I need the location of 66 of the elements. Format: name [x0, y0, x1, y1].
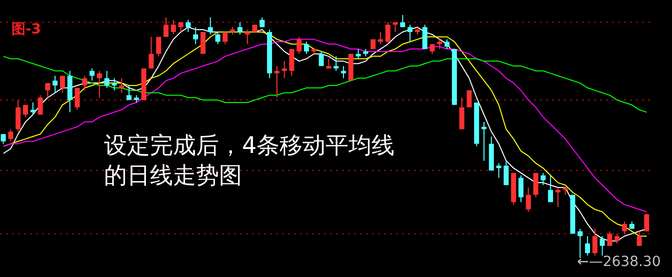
candlestick [23, 104, 28, 118]
candlestick [318, 50, 324, 67]
candlestick [600, 236, 605, 256]
candlestick [244, 29, 250, 45]
candlestick [400, 14, 406, 28]
candlestick [126, 84, 132, 101]
annotation: ←—2638.30 [577, 254, 661, 270]
candlestick [518, 174, 524, 203]
candlestick [60, 75, 65, 94]
candlestick [74, 87, 80, 110]
candlestick [437, 38, 442, 50]
candlestick [215, 32, 220, 45]
candlestick [82, 75, 88, 91]
candlestick [208, 16, 213, 35]
candlestick [156, 36, 162, 57]
candlestick [237, 22, 242, 35]
candlestick [148, 36, 154, 69]
candlestick [193, 26, 198, 45]
candlestick [385, 22, 390, 45]
candlestick [540, 172, 546, 186]
candlestick [170, 19, 176, 35]
candlestick [119, 78, 124, 94]
candlestick [548, 174, 554, 203]
candlestick [444, 38, 450, 50]
candlestick [282, 60, 287, 79]
candlestick [496, 162, 502, 178]
candlestick [334, 56, 339, 72]
candlestick [96, 70, 102, 98]
candlestick [45, 82, 50, 98]
candlestick [52, 75, 58, 94]
candlestick [340, 66, 346, 79]
candlestick [526, 187, 531, 212]
candlestick [459, 97, 464, 130]
candlestick [644, 214, 650, 232]
candlestick [222, 32, 228, 45]
candlestick [90, 68, 95, 82]
candlestick [296, 36, 302, 54]
candlestick [8, 128, 14, 142]
text: 图-3 [12, 22, 42, 38]
candlestick [289, 48, 294, 76]
candlestick [304, 41, 310, 54]
candlestick [504, 160, 509, 186]
candlestick [164, 16, 169, 38]
candlestick [636, 230, 642, 246]
candlestick [430, 44, 435, 54]
candlestick [0, 134, 6, 144]
candlestick [622, 221, 627, 234]
candlestick [104, 70, 110, 88]
candlestick [356, 48, 361, 60]
candlestick [38, 94, 43, 116]
candlestick [555, 187, 560, 208]
candlestick [186, 19, 191, 33]
candlestick [585, 236, 590, 256]
candlestick [326, 58, 332, 69]
candlestick [112, 78, 117, 91]
candlestick [592, 228, 598, 256]
candlestick [466, 90, 472, 108]
candlestick [607, 230, 612, 246]
candlestick [408, 24, 413, 42]
candlestick [533, 172, 538, 198]
candlestick [614, 233, 620, 244]
annotation: 设定完成后，4条移动平均线 [104, 133, 395, 159]
candlestick [422, 24, 428, 50]
annotation: 的日线走势图 [104, 163, 242, 189]
candlestick [16, 100, 21, 132]
candlestick [274, 66, 280, 98]
